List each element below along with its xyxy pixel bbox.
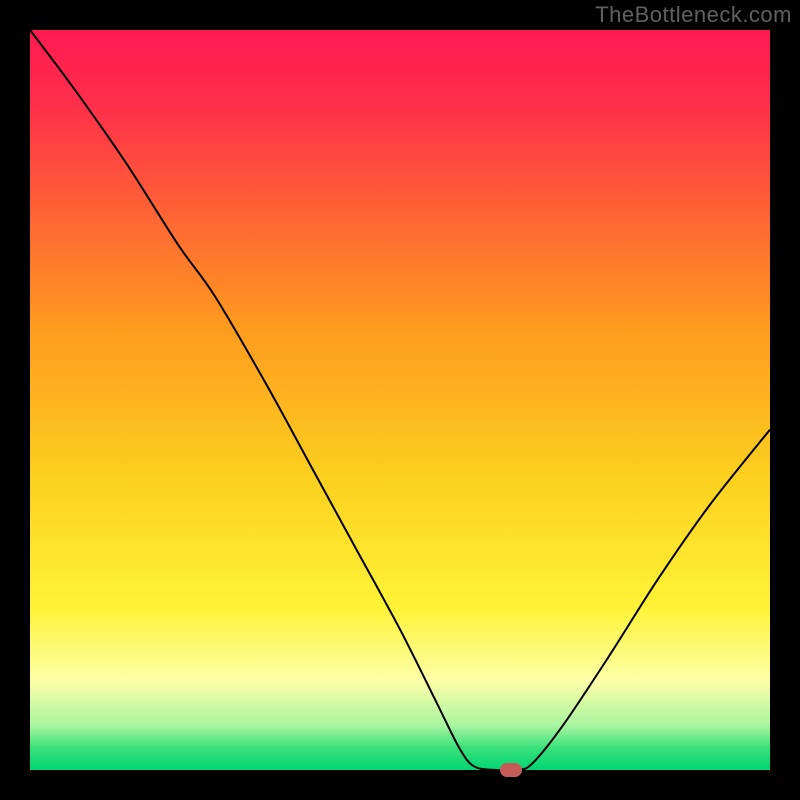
curve-svg	[30, 30, 770, 770]
watermark-text: TheBottleneck.com	[595, 2, 792, 28]
gradient-plot-area	[30, 30, 770, 770]
optimum-marker	[500, 763, 522, 777]
bottleneck-curve	[30, 30, 770, 771]
